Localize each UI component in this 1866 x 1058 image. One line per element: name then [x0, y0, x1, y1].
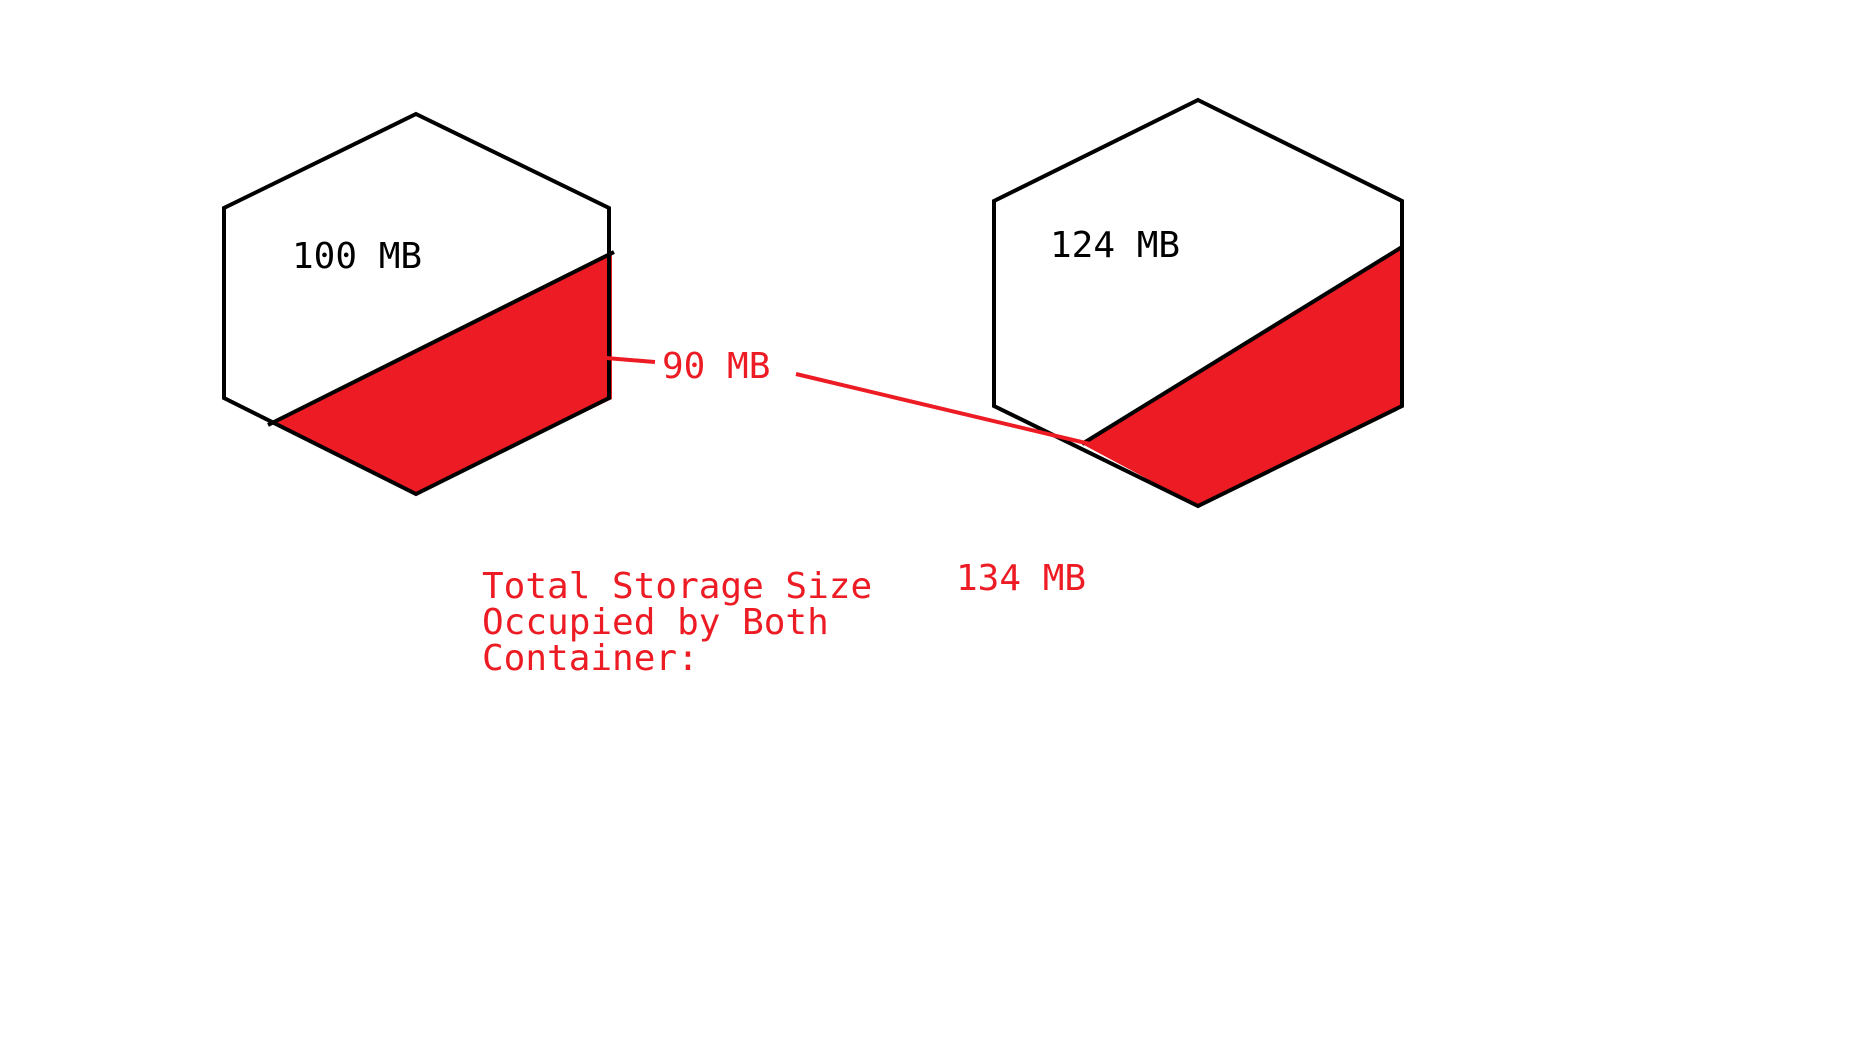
container-left-used-fill	[274, 252, 612, 494]
total-caption-line-3: Container:	[482, 638, 699, 679]
container-left-hexagon-outline	[222, 111, 611, 497]
shared-layer-annotation: 90 MB	[605, 346, 1091, 446]
container-left-size-label: 100 MB	[292, 236, 422, 277]
container-left: 100 MB	[222, 111, 615, 497]
total-storage-value: 134 MB	[956, 558, 1086, 599]
container-right-fill-boundary	[1080, 245, 1404, 446]
shared-layer-pointer-left	[605, 356, 656, 364]
total-storage-caption: Total Storage Size Occupied by Both Cont…	[482, 558, 1086, 679]
container-right: 124 MB	[992, 97, 1404, 509]
container-right-hexagon-outline	[992, 97, 1404, 509]
total-caption-line-2: Occupied by Both	[482, 602, 829, 643]
container-right-used-fill	[1082, 247, 1402, 506]
shared-layer-size-label: 90 MB	[662, 346, 770, 387]
container-right-size-label: 124 MB	[1050, 225, 1180, 266]
container-left-fill-boundary	[267, 250, 615, 427]
shared-layer-pointer-right	[795, 372, 1091, 446]
total-caption-line-1: Total Storage Size	[482, 566, 872, 607]
